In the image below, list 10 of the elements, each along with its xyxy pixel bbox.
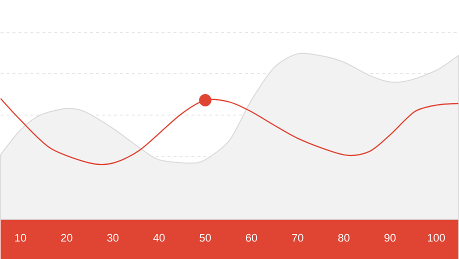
x-tick-label: 30	[107, 234, 118, 242]
x-tick-label: 90	[384, 234, 396, 242]
x-tick-label: 70	[292, 234, 304, 242]
x-tick-label: 10	[15, 234, 26, 242]
x-tick-label: 60	[246, 234, 258, 242]
x-tick-label: 80	[338, 234, 350, 242]
x-tick-label: 40	[153, 234, 165, 242]
x-tick-label: 20	[61, 234, 72, 242]
x-tick-label: 100	[428, 234, 445, 242]
x-tick-label: 50	[200, 234, 211, 242]
